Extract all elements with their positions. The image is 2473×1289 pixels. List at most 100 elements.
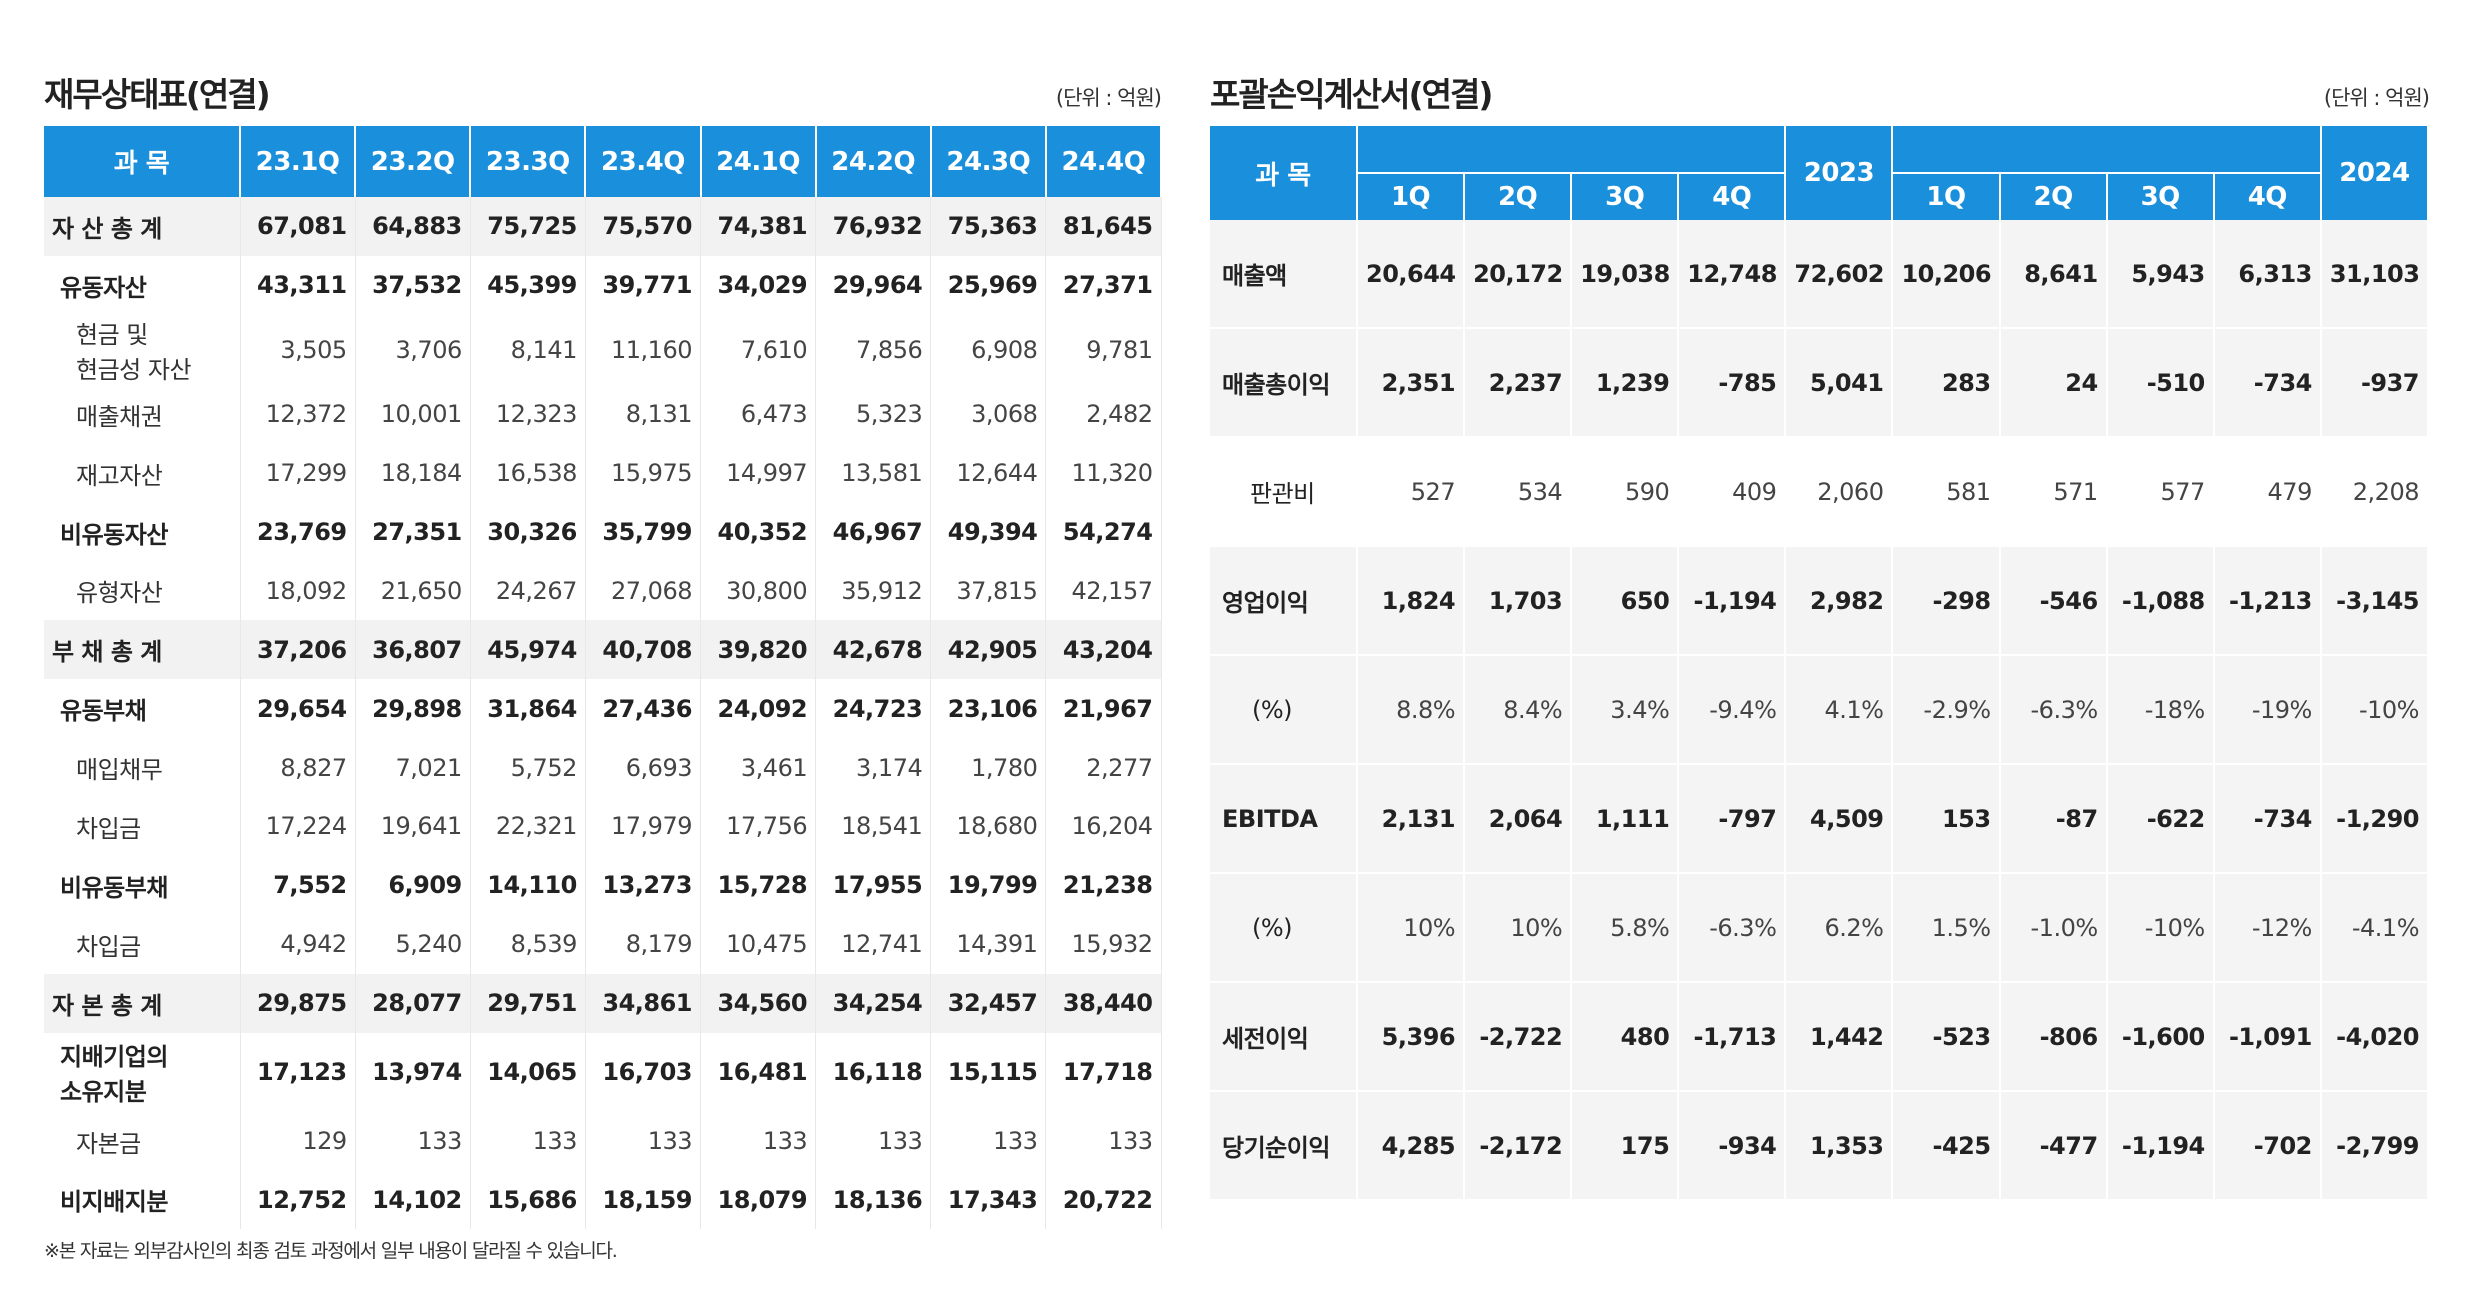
cell-value: 8,539: [470, 914, 586, 974]
row-label: EBITDA: [1210, 764, 1358, 874]
cell-value: 45,399: [470, 255, 586, 315]
cell-value: -1,600: [2106, 982, 2215, 1092]
cell-value: -3,145: [2320, 546, 2430, 656]
cell-value: 28,077: [355, 973, 471, 1033]
cell-value: 18,136: [815, 1170, 932, 1230]
cell-value: 4.1%: [1785, 655, 1894, 765]
balance-unit: (단위 : 억원): [1055, 86, 1162, 110]
cell-value: 10%: [1357, 873, 1466, 983]
row-label: 매출액: [1210, 220, 1358, 329]
cell-value: 133: [470, 1111, 586, 1171]
cell-value: 7,021: [355, 738, 471, 798]
table-row: 매출총이익 2,351 2,237 1,239 -785 5,041 283 24 -510 -7…: [1210, 328, 2430, 438]
cell-value: 9,781: [1045, 314, 1162, 385]
cell-value: -937: [2320, 328, 2430, 438]
cell-value: 650: [1571, 546, 1680, 656]
cell-value: 7,610: [700, 314, 817, 385]
cell-value: 18,184: [355, 443, 471, 503]
cell-value: 23,769: [240, 502, 356, 562]
row-label: (%): [1210, 655, 1358, 765]
cell-value: 11,160: [585, 314, 702, 385]
cell-value: 13,581: [815, 443, 932, 503]
cell-value: 17,224: [240, 797, 356, 856]
cell-value: -18%: [2106, 655, 2215, 765]
row-label: 지배기업의 소유지분: [44, 1032, 241, 1112]
header-cell: 2Q: [1999, 172, 2108, 220]
cell-value: -1,290: [2320, 764, 2430, 874]
cell-value: 30,800: [700, 561, 817, 621]
header-cell: 2024: [2320, 126, 2430, 220]
cell-value: 31,103: [2320, 220, 2430, 329]
cell-value: 43,204: [1045, 620, 1162, 680]
cell-value: -523: [1892, 982, 2001, 1092]
cell-value: 27,068: [585, 561, 702, 621]
cell-value: 17,343: [930, 1170, 1047, 1230]
cell-value: 34,560: [700, 973, 817, 1033]
cell-value: 14,102: [355, 1170, 471, 1230]
cell-value: 75,570: [585, 197, 702, 256]
cell-value: 129: [240, 1111, 356, 1171]
header-spacer: [1357, 126, 1787, 173]
cell-value: -4.1%: [2320, 873, 2430, 983]
cell-value: 27,436: [585, 679, 702, 739]
header-cell: 24.4Q: [1045, 126, 1163, 197]
cell-value: 18,541: [815, 797, 932, 856]
table-row: 매입채무 8,827 7,021 5,752 6,693 3,461 3,174 1,780 2…: [44, 738, 1162, 798]
table-row: 당기순이익 4,285 -2,172 175 -934 1,353 -425 -477 -1,1…: [1210, 1091, 2430, 1201]
cell-value: -806: [1999, 982, 2108, 1092]
cell-value: 1,703: [1464, 546, 1573, 656]
cell-value: 8,141: [470, 314, 586, 385]
cell-value: 4,285: [1357, 1091, 1466, 1201]
cell-value: 534: [1464, 437, 1573, 547]
cell-value: -702: [2213, 1091, 2322, 1201]
row-label: 자본금: [44, 1111, 241, 1171]
cell-value: -1,213: [2213, 546, 2322, 656]
header-cell: 2Q: [1464, 172, 1573, 220]
income-unit: (단위 : 억원): [2323, 86, 2430, 110]
row-label: 차입금: [44, 797, 241, 856]
cell-value: 5,752: [470, 738, 586, 798]
row-label: 비유동부채: [44, 855, 241, 915]
cell-value: 43,311: [240, 255, 356, 315]
cell-value: -797: [1678, 764, 1787, 874]
cell-value: -9.4%: [1678, 655, 1787, 765]
table-row: 차입금 4,942 5,240 8,539 8,179 10,475 12,741 14,39…: [44, 914, 1162, 974]
cell-value: 75,363: [930, 197, 1047, 256]
header-cell: 23.1Q: [240, 126, 357, 197]
table-row: 자 산 총 계 67,081 64,883 75,725 75,570 74,381 76,…: [44, 197, 1162, 256]
cell-value: 29,654: [240, 679, 356, 739]
cell-value: 20,644: [1357, 220, 1466, 329]
cell-value: 37,532: [355, 255, 471, 315]
cell-value: 8,827: [240, 738, 356, 798]
cell-value: -1,194: [1678, 546, 1787, 656]
header-cell: 24.3Q: [930, 126, 1047, 197]
cell-value: 2,208: [2320, 437, 2430, 547]
table-row: 비유동부채 7,552 6,909 14,110 13,273 15,728 17,955 1…: [44, 855, 1162, 915]
cell-value: -934: [1678, 1091, 1787, 1201]
cell-value: 7,856: [815, 314, 932, 385]
table-row: 차입금 17,224 19,641 22,321 17,979 17,756 18,541 1…: [44, 797, 1162, 856]
cell-value: 23,106: [930, 679, 1047, 739]
cell-value: 14,065: [470, 1032, 586, 1112]
cell-value: 64,883: [355, 197, 471, 256]
table-row: 유형자산 18,092 21,650 24,267 27,068 30,800 35,912…: [44, 561, 1162, 621]
header-row: 과 목 2023 2024: [1210, 126, 2430, 220]
cell-value: 16,118: [815, 1032, 932, 1112]
cell-value: 34,861: [585, 973, 702, 1033]
cell-value: 29,964: [815, 255, 932, 315]
income-title: 포괄손익계산서(연결): [1210, 75, 1493, 114]
cell-value: 8.4%: [1464, 655, 1573, 765]
header-cell: 23.3Q: [470, 126, 587, 197]
cell-value: 15,975: [585, 443, 702, 503]
cell-value: -6.3%: [1678, 873, 1787, 983]
cell-value: 75,725: [470, 197, 586, 256]
table-row: 재고자산 17,299 18,184 16,538 15,975 14,997 13,581…: [44, 443, 1162, 503]
cell-value: 2,064: [1464, 764, 1573, 874]
cell-value: 24,267: [470, 561, 586, 621]
cell-value: -2,722: [1464, 982, 1573, 1092]
cell-value: -6.3%: [1999, 655, 2108, 765]
cell-value: 19,799: [930, 855, 1047, 915]
header-cell: 3Q: [1571, 172, 1680, 220]
cell-value: 133: [815, 1111, 932, 1171]
cell-value: 479: [2213, 437, 2322, 547]
